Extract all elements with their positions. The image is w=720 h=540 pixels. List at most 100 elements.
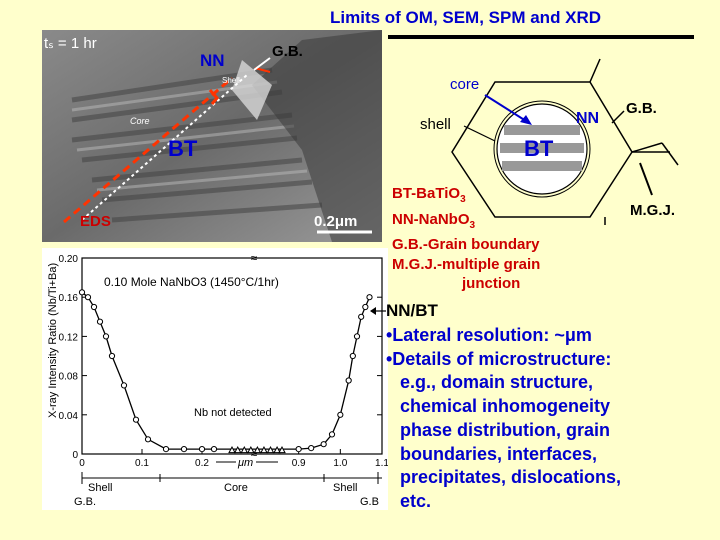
region-right-shell: Shell <box>333 482 357 494</box>
mgj-pointer <box>639 162 653 196</box>
y-tick-label: 0.04 <box>59 411 79 422</box>
region-core: Core <box>224 482 248 494</box>
nn-grain-region <box>252 30 382 242</box>
chart-background <box>42 248 388 510</box>
core-shell-schematic: core shell NN G.B. BT M.G.J. <box>400 45 720 225</box>
schematic-core-label: core <box>450 76 479 93</box>
core-label: Core <box>130 116 150 126</box>
scale-label: 0.2μm <box>314 213 357 230</box>
data-point-triangle <box>273 446 281 454</box>
nn-label: NN <box>200 51 225 70</box>
bt-label: BT <box>168 136 198 161</box>
nn-red-tick <box>254 67 271 73</box>
schematic-nn-label: NN <box>576 110 599 127</box>
x-tick-label: 0 <box>79 458 85 469</box>
data-point-circle <box>328 431 336 438</box>
data-point-circle <box>90 303 98 311</box>
title-underline <box>388 35 694 39</box>
y-tick-label: 0.08 <box>59 372 79 383</box>
legend-mgj-cont: junction <box>462 275 521 292</box>
legend-gb: G.B.-Grain boundary <box>392 236 540 253</box>
micrograph-image: tₛ = 1 hr NN G.B. Shell Core BT EDS 0.2μ… <box>42 30 382 242</box>
legend-nn-main: NN-NaNbO <box>392 210 470 228</box>
data-point-circle <box>162 446 170 453</box>
x-tick-label: 0.1 <box>135 458 149 469</box>
bullet-line: precipitates, dislocations, <box>400 467 622 488</box>
nb-annotation: Nb not detected <box>194 407 272 419</box>
data-point-circle <box>345 377 352 384</box>
data-point-circle <box>210 446 218 453</box>
bullet-line: boundaries, interfaces, <box>400 443 598 464</box>
data-point-triangle <box>266 446 275 454</box>
schematic-bt-label: BT <box>524 136 554 161</box>
x-tick-label: 0.2 <box>195 458 209 469</box>
data-point-triangle <box>260 446 268 454</box>
y-tick-label: 0.16 <box>59 293 79 304</box>
legend-bt-sub: 3 <box>460 194 466 205</box>
bullet-line: chemical inhomogeneity <box>400 396 611 417</box>
axis-break-bottom: ≈ <box>251 447 258 461</box>
legend-bt: BT-BaTiO3 <box>392 184 540 210</box>
chart-svg: 0 0.04 0.08 0.12 0.16 0.20 0 0.1 0.2 0.9 1.0 1.1 ≈ ≈… <box>42 248 389 510</box>
chart-title: 0.10 Mole NaNbO3 (1450°C/1hr) <box>104 275 279 289</box>
abbreviation-legend: BT-BaTiO3 NN-NaNbO3 G.B.-Grain boundary … <box>392 184 540 294</box>
data-point-circle <box>102 333 110 340</box>
data-point-circle <box>362 303 369 311</box>
bullet-line: etc. <box>400 490 432 511</box>
data-point-circle <box>353 333 361 340</box>
bullet-line: e.g., domain structure, <box>400 372 594 393</box>
y-axis-label: X-ray Intensity Ratio (Nb/Ti+Ba) <box>47 263 59 418</box>
y-tick-label: 0.20 <box>59 254 79 265</box>
data-point-circle <box>144 436 152 443</box>
legend-nn-sub: 3 <box>469 219 476 231</box>
data-point-circle <box>180 446 188 453</box>
bullet-lateral-resolution: •Lateral resolution: ~μm <box>386 325 592 345</box>
schematic-gb-label: G.B. <box>626 100 657 117</box>
data-point-circle <box>84 294 92 301</box>
data-point-circle <box>78 289 86 296</box>
gb-pointer <box>611 110 625 124</box>
data-point-triangle <box>233 446 242 454</box>
shell-pointer <box>463 125 496 142</box>
data-point-circle <box>366 294 373 301</box>
region-left-shell: Shell <box>88 482 112 494</box>
x-axis-label: μm <box>237 457 253 469</box>
core-arrow <box>484 94 527 122</box>
data-point-circle <box>108 352 116 360</box>
data-point-triangle <box>240 446 249 454</box>
data-point-circle <box>349 352 356 360</box>
bullet-line: phase distribution, grain <box>400 419 611 440</box>
data-point-triangle <box>278 446 286 454</box>
data-point-circle <box>337 411 344 418</box>
eds-dashed-line <box>63 76 233 224</box>
schematic-svg: core shell NN G.B. BT M.G.J. <box>420 58 679 225</box>
data-points <box>78 289 373 454</box>
shell-label: Shell <box>222 76 240 85</box>
axis-break-top: ≈ <box>251 251 258 265</box>
slide-title: Limits of OM, SEM, SPM and XRD <box>330 8 602 27</box>
bullet-microstructure: •Details of microstructure: <box>386 348 612 369</box>
x-tick-label: 0.9 <box>292 458 306 469</box>
x-ticks: 0 0.1 0.2 0.9 1.0 1.1 ≈ ≈ <box>79 251 389 469</box>
region-left-gb: G.B. <box>74 496 96 508</box>
data-point-circle <box>96 318 104 325</box>
schematic-shell-label: shell <box>420 116 451 133</box>
data-point-triangle <box>228 446 236 454</box>
data-point-circle <box>198 446 206 453</box>
eds-label: EDS <box>80 213 111 230</box>
data-point-circle <box>295 446 302 453</box>
core-arrowhead <box>520 115 532 125</box>
shell-bright-region <box>232 60 272 120</box>
xray-intensity-chart: 0 0.04 0.08 0.12 0.16 0.20 0 0.1 0.2 0.9 1.0 1.1 ≈ ≈… <box>42 248 389 510</box>
core-domain-bands <box>500 125 584 171</box>
legend-bt-main: BT-BaTiO <box>392 185 461 202</box>
core-pointer-mark <box>208 89 219 105</box>
x-tick-label: 1.0 <box>333 458 347 469</box>
nn-bt-heading: NN/BT <box>386 301 438 320</box>
legend-mgj: M.G.J.-multiple grain <box>392 255 541 273</box>
y-tick-label: 0 <box>72 450 78 461</box>
eds-scan-line <box>81 74 248 221</box>
grain-edge-right-3 <box>661 142 679 166</box>
schematic-mgj-label: M.G.J. <box>630 202 675 219</box>
data-point-triangle <box>247 446 255 454</box>
